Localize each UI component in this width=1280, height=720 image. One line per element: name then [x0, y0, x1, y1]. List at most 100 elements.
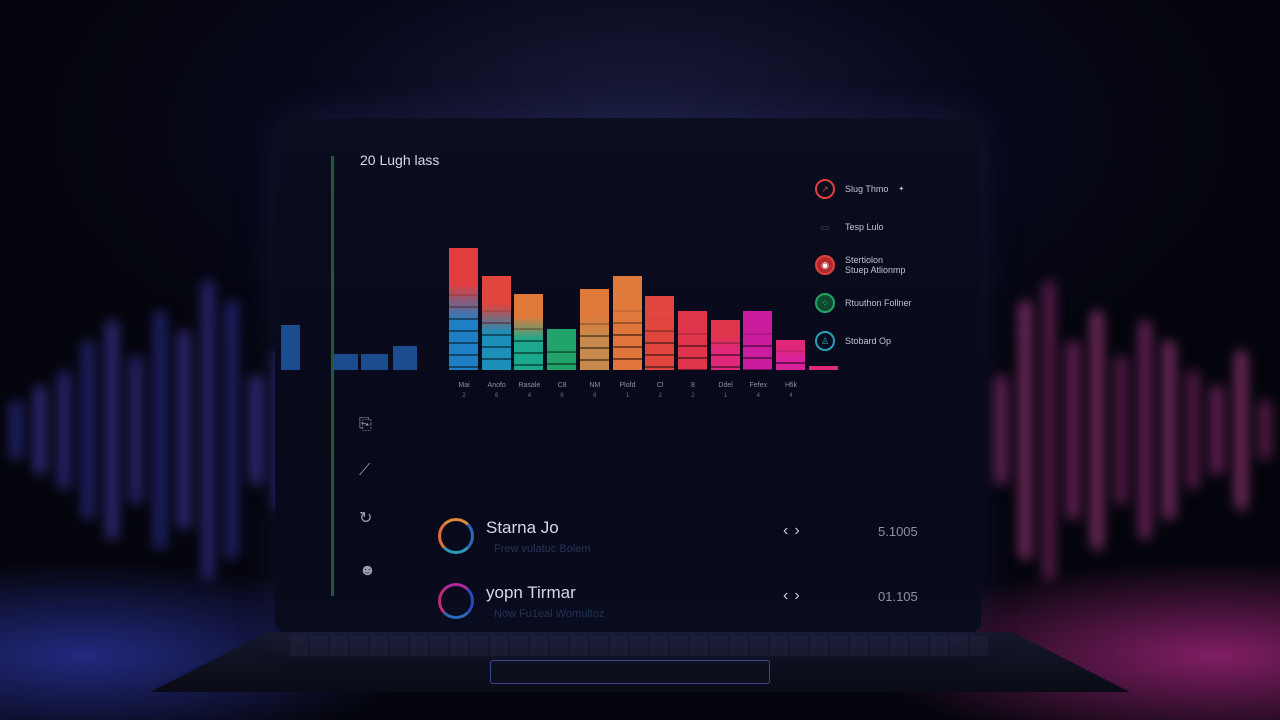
legend-label: Stertiolon: [845, 255, 884, 265]
prev-button[interactable]: ‹: [783, 522, 795, 539]
chart-bar[interactable]: [776, 339, 805, 370]
glow-bar: [58, 370, 70, 490]
x-tick-label: Plofd 1: [613, 382, 643, 399]
document-icon[interactable]: ⎘: [359, 416, 372, 433]
dashboard-title: 20 Lugh lass: [360, 152, 440, 168]
x-tick-sublabel: 4: [789, 393, 793, 399]
legend-label: Stobard Op: [845, 336, 892, 346]
refresh-icon[interactable]: ↻: [359, 510, 373, 527]
glow-bar: [82, 340, 94, 520]
x-tick-sublabel: 6: [495, 393, 499, 399]
legend-label: Rtuuthon Follner: [845, 298, 912, 308]
x-tick-label: Ddel 1: [711, 382, 741, 399]
row-subtitle: Frew vulatuc Bolem: [494, 543, 591, 555]
list-item[interactable]: Starna Jo Frew vulatuc Bolem ‹› 5.1005: [438, 518, 938, 568]
chart-bar[interactable]: [449, 248, 478, 370]
glow-bar: [1091, 310, 1103, 550]
chart-bar-left: [361, 354, 388, 370]
legend-label: Slug Thmo: [845, 184, 889, 194]
glow-bar: [1139, 320, 1151, 540]
glow-bar: [34, 385, 46, 475]
x-tick-label: C8 6: [547, 382, 577, 399]
glow-bar: [202, 280, 214, 580]
x-tick-sublabel: 4: [756, 393, 760, 399]
list-item[interactable]: yopn Tirmar Now Fu1eal Womultoz ‹› 01.10…: [438, 583, 938, 632]
chart-bar[interactable]: [579, 289, 609, 370]
glow-bar: [995, 375, 1007, 485]
glow-bar: [1259, 400, 1271, 460]
x-tick-label: Hfik 4: [776, 382, 806, 399]
legend-extra: ✦: [898, 186, 905, 193]
row-name: Starna Jo: [486, 518, 559, 537]
person-icon: ♙: [815, 331, 835, 351]
glow-bar: [178, 330, 190, 530]
legend-item[interactable]: ◉ Stertiolon Stuep Atlionmp: [815, 246, 912, 284]
glow-bar: [1163, 340, 1175, 520]
row-arrows: ‹›: [783, 522, 806, 540]
glow-bar: [1115, 355, 1127, 505]
glow-bar: [226, 300, 238, 560]
x-tick-label: NM 8: [580, 382, 610, 399]
chart-bar[interactable]: [547, 328, 577, 370]
chart-bar[interactable]: [677, 311, 707, 370]
right-glow-bars: [985, 230, 1280, 650]
x-tick-label: Rasale 4: [514, 382, 544, 399]
x-tick-sublabel: 2: [691, 393, 695, 399]
legend: ↗ Slug Thmo ✦ ▭ Tesp Lulo ◉ Stertiolon Stuep …: [815, 170, 912, 360]
x-tick-sublabel: 2: [462, 393, 466, 399]
next-button[interactable]: ›: [794, 522, 806, 539]
chart-bar[interactable]: [645, 295, 675, 370]
next-button[interactable]: ›: [794, 587, 806, 604]
glow-bar: [154, 310, 166, 550]
x-tick-sublabel: 1: [723, 393, 728, 399]
chart-bar[interactable]: [808, 366, 838, 370]
legend-label-2: Stuep Atlionmp: [845, 265, 906, 275]
legend-item[interactable]: ♙ Stobard Op: [815, 322, 912, 360]
chart-bar[interactable]: [612, 276, 642, 370]
glow-bar: [1019, 300, 1031, 560]
glow-bar: [106, 320, 118, 540]
x-tick-sublabel: 4: [527, 393, 532, 399]
progress-ring-icon: [438, 518, 474, 554]
progress-ring-icon: [438, 583, 474, 619]
chart-bar[interactable]: [481, 276, 511, 370]
target-icon: ◉: [815, 255, 835, 275]
legend-item[interactable]: ↗ Slug Thmo ✦: [815, 170, 912, 208]
legend-item[interactable]: ▭ Tesp Lulo: [815, 208, 912, 246]
glow-bar: [1187, 370, 1199, 490]
trackpad: [490, 660, 770, 684]
laptop-screen: 20 Lugh lass Mai 2 Anofo 6 Rasale 4 C8 6 NM 8 Plof…: [275, 118, 981, 632]
group-icon: ⁘: [815, 293, 835, 313]
x-tick-label: Fefex 4: [743, 382, 773, 399]
glow-bar: [1067, 340, 1079, 520]
glow-bar: [1043, 280, 1055, 580]
row-arrows: ‹›: [783, 587, 806, 605]
row-subtitle: Now Fu1eal Womultoz: [494, 608, 605, 620]
glow-bar: [130, 355, 142, 505]
glow-bar: [250, 375, 262, 485]
chart-bar-left: [333, 354, 358, 370]
legend-label: Tesp Lulo: [845, 222, 884, 232]
x-tick-sublabel: 6: [560, 393, 564, 399]
chart-bar-left: [281, 324, 300, 370]
chart-bar[interactable]: [514, 294, 544, 370]
keyboard: [290, 636, 990, 656]
x-tick-sublabel: 2: [658, 393, 662, 399]
face-icon[interactable]: ☻: [359, 562, 376, 579]
row-value: 5.1005: [878, 524, 918, 539]
row-value: 01.105: [878, 589, 918, 604]
row-name: yopn Tirmar: [486, 583, 576, 602]
chart-bar-left: [393, 345, 417, 370]
glow-bar: [10, 400, 22, 460]
chart-bar[interactable]: [743, 311, 773, 370]
x-tick-label: Mai 2: [449, 382, 479, 399]
x-tick-sublabel: 8: [593, 393, 597, 399]
chart-bar[interactable]: [710, 319, 740, 370]
chart-icon[interactable]: ⟋: [359, 462, 371, 479]
x-tick-label: Cl 2: [645, 382, 675, 399]
glow-bar: [1211, 385, 1223, 475]
glow-bar: [1235, 350, 1247, 510]
prev-button[interactable]: ‹: [783, 587, 795, 604]
legend-item[interactable]: ⁘ Rtuuthon Follner: [815, 284, 912, 322]
